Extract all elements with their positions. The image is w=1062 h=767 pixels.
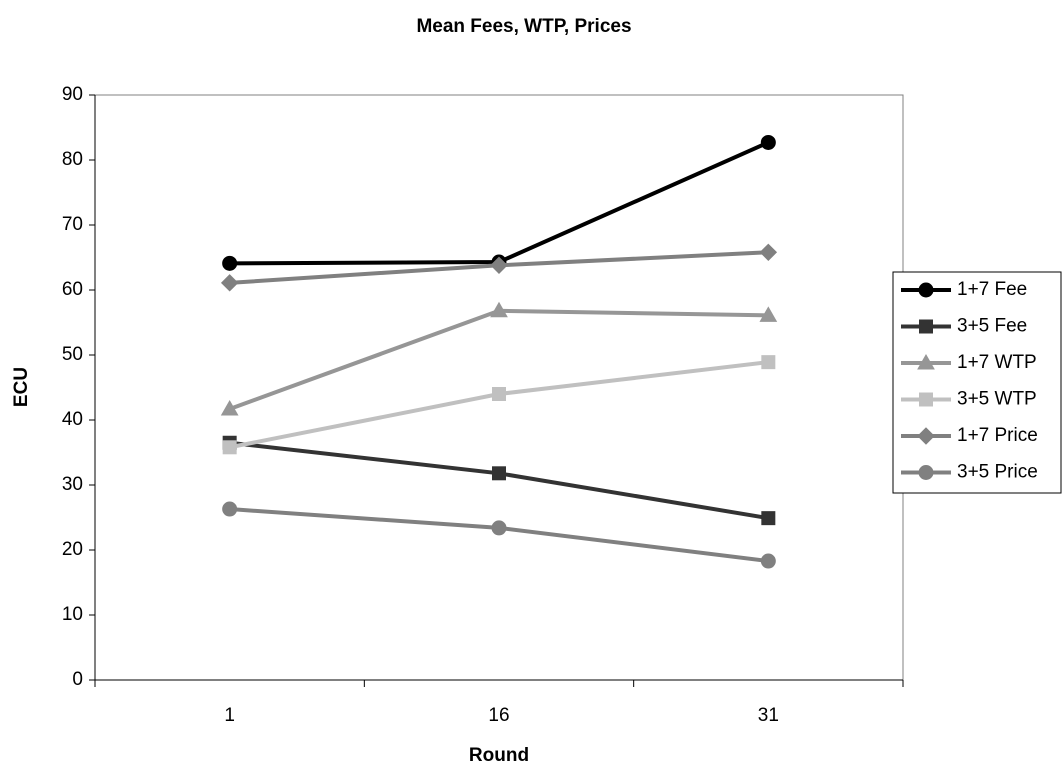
legend-label: 1+7 Fee — [957, 279, 1027, 300]
data-point — [759, 306, 778, 322]
data-point — [760, 134, 776, 150]
legend-marker — [919, 319, 933, 334]
y-tick-label: 60 — [62, 279, 83, 300]
data-point — [761, 355, 776, 370]
legend-marker — [917, 427, 935, 445]
x-tick-label: 31 — [758, 705, 779, 726]
data-point — [222, 440, 237, 455]
y-tick-label: 90 — [62, 84, 83, 105]
legend-marker — [918, 465, 934, 480]
data-point — [222, 501, 238, 517]
data-point — [492, 466, 506, 481]
y-tick-label: 50 — [62, 344, 83, 365]
legend-box — [892, 271, 1062, 494]
y-tick-label: 0 — [72, 669, 83, 690]
data-point — [760, 553, 776, 569]
legend-label: 1+7 WTP — [957, 352, 1037, 373]
x-axis-label: Round — [469, 745, 529, 766]
x-tick-label: 16 — [488, 705, 509, 726]
data-point — [491, 520, 507, 536]
y-tick-label: 70 — [62, 214, 83, 235]
y-tick-label: 80 — [62, 149, 83, 170]
legend-label: 3+5 Fee — [957, 316, 1027, 337]
series-line — [229, 360, 769, 450]
chart-title: Mean Fees, WTP, Prices — [416, 16, 631, 37]
legend-marker — [917, 353, 935, 370]
y-axis-label: ECU — [11, 367, 32, 407]
data-point — [761, 511, 776, 526]
legend-label: 1+7 Price — [957, 425, 1038, 446]
y-tick-label: 20 — [62, 539, 83, 560]
y-tick-label: 40 — [62, 409, 83, 430]
legend-label: 3+5 Price — [957, 462, 1038, 483]
legend-label: 3+5 WTP — [957, 389, 1037, 410]
data-point — [220, 274, 239, 292]
data-point — [759, 243, 778, 262]
data-point — [490, 301, 508, 318]
data-point — [222, 255, 238, 271]
series-line — [229, 440, 769, 521]
data-point — [490, 256, 508, 275]
series-line — [229, 140, 770, 266]
y-tick-label: 30 — [62, 474, 83, 495]
legend-marker — [918, 282, 934, 298]
data-point — [492, 387, 506, 401]
data-point — [220, 399, 239, 416]
y-tick-label: 10 — [62, 604, 83, 625]
legend-marker — [919, 392, 933, 407]
x-tick-label: 1 — [224, 705, 235, 726]
